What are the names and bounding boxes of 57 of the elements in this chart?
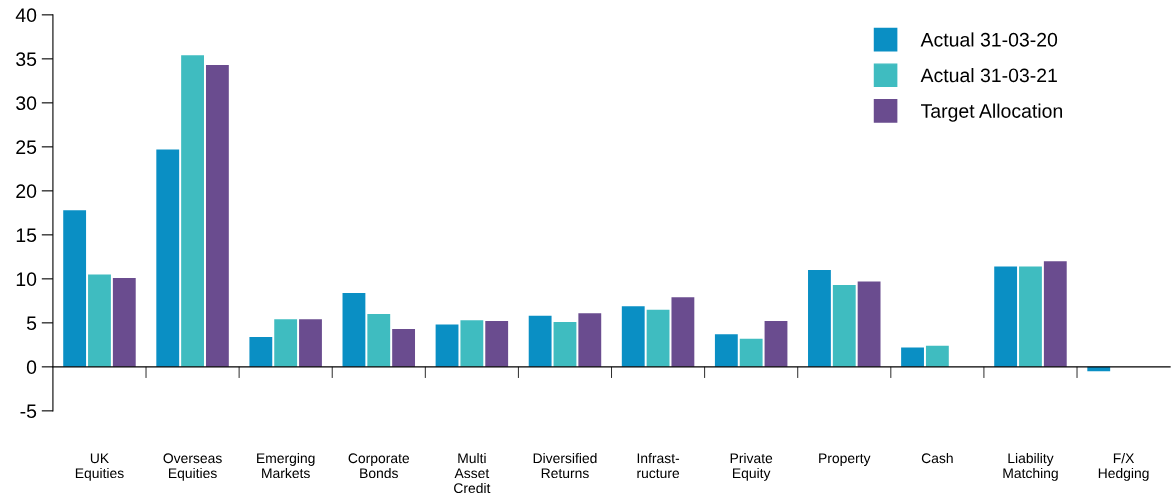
bar bbox=[249, 336, 273, 367]
y-tick-label: 40 bbox=[15, 8, 37, 23]
x-tick-label: Private Equity bbox=[730, 452, 773, 481]
y-tick-label: 0 bbox=[26, 360, 37, 375]
x-tick-label: Liability Matching bbox=[1003, 452, 1058, 481]
bar bbox=[112, 277, 136, 367]
bar bbox=[739, 338, 763, 367]
bar bbox=[925, 345, 949, 367]
bar bbox=[901, 347, 924, 367]
bar bbox=[764, 321, 788, 367]
x-tick-label: Cash bbox=[921, 452, 953, 464]
bar bbox=[88, 274, 111, 367]
bar bbox=[63, 210, 87, 367]
x-tick-label: Property bbox=[819, 453, 871, 466]
y-tick-label: 20 bbox=[16, 184, 37, 199]
y-tick-label: 15 bbox=[16, 228, 37, 243]
bar bbox=[299, 319, 322, 367]
x-tick-label: Emerging Markets bbox=[257, 452, 315, 479]
bar bbox=[392, 329, 416, 367]
bar bbox=[205, 65, 229, 367]
x-tick-label: F/X Hedging bbox=[1098, 452, 1149, 481]
x-tick-label: Infrast- ructure bbox=[637, 452, 680, 479]
legend-label: Target Allocation bbox=[921, 103, 1062, 122]
y-tick-label: 25 bbox=[16, 140, 37, 155]
bar bbox=[342, 292, 366, 367]
x-tick-label: Overseas Equities bbox=[163, 453, 222, 481]
x-tick-label: Diversified Returns bbox=[533, 452, 597, 479]
bar bbox=[578, 313, 602, 367]
y-tick-label: 30 bbox=[16, 96, 37, 111]
y-tick-label: 35 bbox=[16, 52, 37, 67]
y-tick-label: -5 bbox=[20, 404, 37, 419]
bar bbox=[553, 321, 577, 367]
bar bbox=[832, 285, 856, 367]
bar bbox=[1043, 261, 1067, 367]
x-tick-label: Multi Asset Credit bbox=[454, 452, 491, 494]
bar bbox=[528, 315, 552, 367]
y-tick-label: 10 bbox=[16, 272, 37, 287]
bar bbox=[435, 324, 459, 367]
bar bbox=[646, 309, 670, 367]
bar bbox=[671, 297, 695, 367]
bar bbox=[714, 334, 738, 367]
bar bbox=[994, 266, 1018, 367]
y-tick-label: 5 bbox=[26, 316, 37, 331]
legend-label: Actual 31-03-21 bbox=[920, 67, 1057, 83]
bar bbox=[274, 319, 298, 367]
bar bbox=[367, 314, 391, 367]
x-tick-label: UK Equities bbox=[75, 453, 124, 481]
x-tick-label: Corporate Bonds bbox=[348, 453, 410, 479]
bar bbox=[1019, 266, 1042, 367]
bar bbox=[485, 321, 509, 367]
bar bbox=[460, 320, 484, 367]
bar bbox=[156, 149, 180, 367]
bar bbox=[808, 270, 831, 367]
bar bbox=[621, 306, 645, 367]
bar bbox=[181, 55, 204, 367]
legend-label: Actual 31-03-20 bbox=[920, 32, 1058, 47]
bar bbox=[857, 281, 881, 367]
